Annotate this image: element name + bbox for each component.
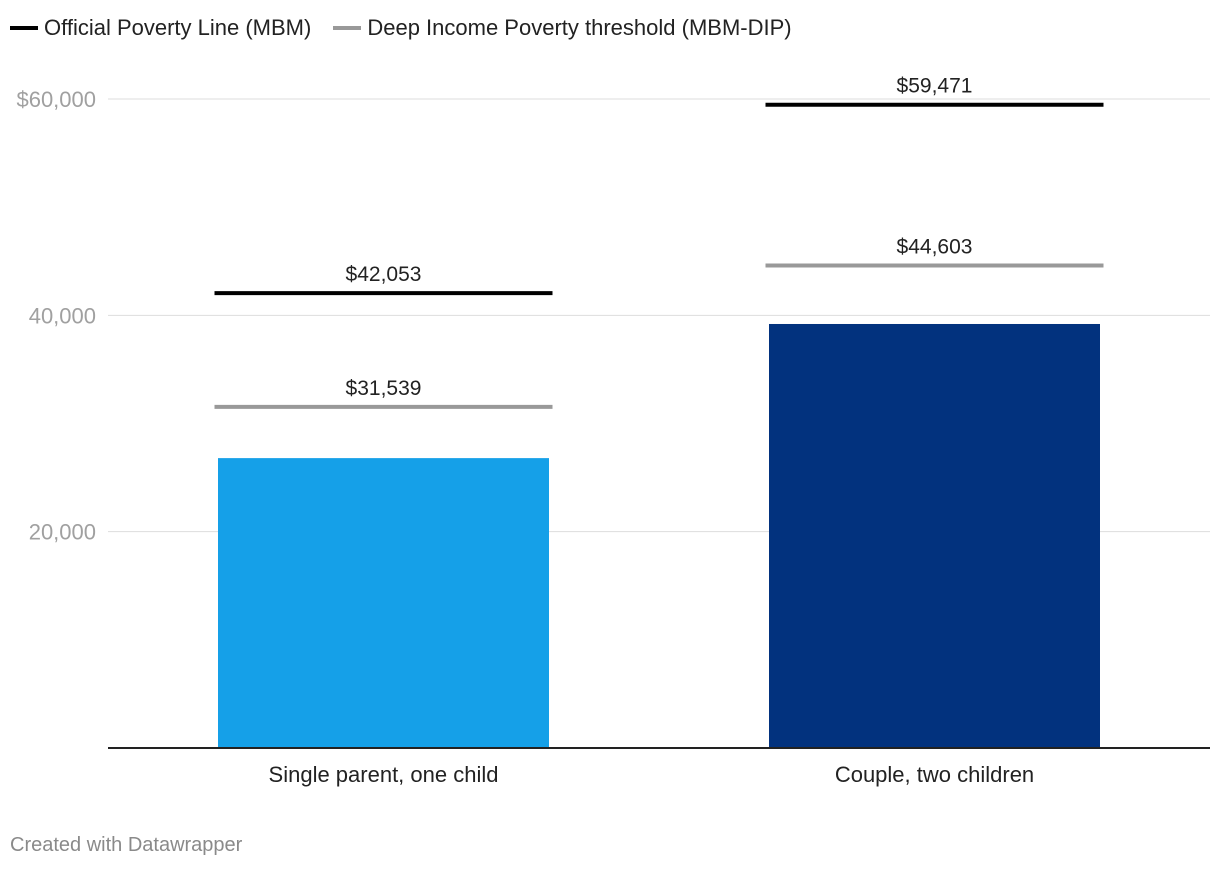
y-tick-label-0: 20,000: [29, 520, 96, 545]
footer-credit: Created with Datawrapper: [10, 834, 243, 856]
reference-label-1-0: $31,539: [346, 377, 422, 400]
x-tick-label-0: Single parent, one child: [269, 762, 499, 787]
chart-legend: Official Poverty Line (MBM) Deep Income …: [10, 12, 792, 44]
reference-label-0-0: $42,053: [346, 263, 422, 286]
legend-label-mbm: Official Poverty Line (MBM): [44, 15, 312, 40]
reference-label-1-1: $44,603: [897, 236, 973, 259]
x-tick-label-1: Couple, two children: [835, 762, 1034, 787]
legend-item-mbm-dip: Deep Income Poverty threshold (MBM-DIP): [333, 15, 792, 41]
legend-label-mbm-dip: Deep Income Poverty threshold (MBM-DIP): [367, 15, 792, 40]
legend-swatch-mbm-dip: [333, 26, 362, 30]
bar-0: [218, 458, 549, 748]
y-tick-label-1: 40,000: [29, 303, 96, 328]
y-tick-label-2: $60,000: [16, 87, 96, 112]
legend-swatch-mbm: [10, 26, 38, 30]
legend-item-mbm: Official Poverty Line (MBM): [10, 15, 311, 41]
reference-label-0-1: $59,471: [897, 75, 973, 98]
bar-1: [769, 323, 1100, 748]
